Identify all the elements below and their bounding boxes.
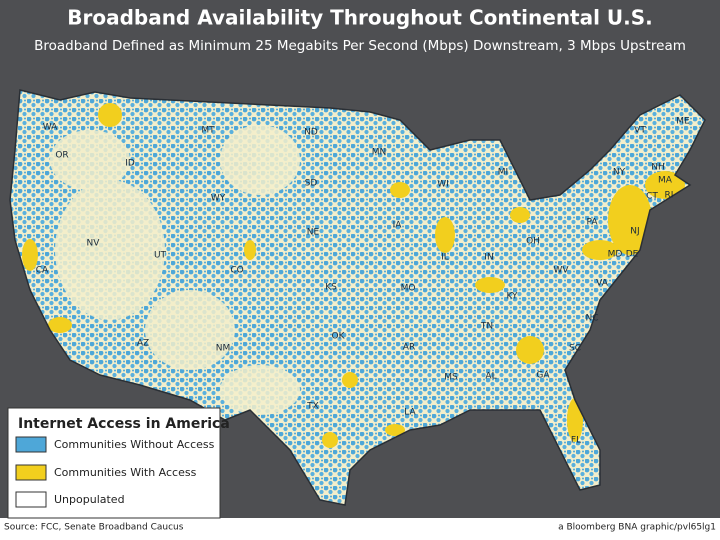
state-label: IL (441, 253, 449, 263)
state-label: MA (658, 176, 673, 186)
state-label: AR (403, 343, 415, 353)
state-label: IA (393, 221, 403, 231)
legend-swatch (15, 491, 47, 508)
state-label: OR (55, 151, 68, 161)
legend-label: Communities Without Access (54, 438, 215, 451)
state-label: AL (485, 372, 496, 382)
state-label: SD (305, 179, 318, 189)
state-label: NJ (630, 227, 639, 237)
legend-label: Communities With Access (54, 466, 197, 479)
state-label: ME (676, 117, 690, 127)
state-label: MI (498, 168, 508, 178)
state-label: UT (154, 251, 167, 261)
state-label: KY (506, 292, 518, 302)
state-label: MN (372, 148, 387, 158)
state-label: CT (646, 192, 658, 202)
state-label: MO (401, 284, 416, 294)
legend: Internet Access in America Communities W… (7, 407, 230, 519)
subtitle: Broadband Defined as Minimum 25 Megabits… (34, 38, 686, 54)
state-label: OK (332, 332, 346, 342)
state-label: DE (626, 250, 639, 260)
unpopulated-areas (50, 125, 300, 415)
legend-title: Internet Access in America (18, 416, 230, 432)
state-label: AZ (137, 339, 149, 349)
state-label: NY (613, 168, 626, 178)
source: Source: FCC, Senate Broadband Caucus (4, 523, 184, 533)
state-label: WI (437, 180, 449, 190)
state-label: LA (404, 408, 416, 418)
state-label: WY (211, 194, 226, 204)
state-label: NE (307, 228, 320, 238)
state-label: CA (36, 266, 49, 276)
state-label: FL (571, 436, 581, 446)
state-label: ID (125, 159, 135, 169)
credit: a Bloomberg BNA graphic/pvl65lg1 (558, 523, 716, 533)
state-label: MT (201, 126, 215, 136)
state-label: NM (216, 344, 231, 354)
state-label: NV (87, 239, 101, 249)
state-label: WA (43, 123, 58, 133)
state-label: WV (553, 266, 569, 276)
state-labels: WA OR ID MT WY NV UT CA AZ CO NM ND SD NE KS OK TX MN IA MO… (36, 117, 690, 446)
state-label: TX (306, 402, 319, 412)
state-label: SC (569, 344, 581, 354)
state-label: GA (536, 371, 550, 381)
state-label: NH (651, 163, 665, 173)
state-label: OH (526, 237, 540, 247)
legend-swatch (15, 436, 47, 453)
state-label: KS (325, 283, 337, 293)
state-label: MD (608, 250, 623, 260)
legend-label: Unpopulated (54, 493, 125, 506)
access-areas (22, 103, 685, 448)
state-label: VT (634, 126, 646, 136)
state-label: NC (585, 314, 598, 324)
state-label: PA (586, 218, 598, 228)
legend-swatch (15, 464, 47, 481)
state-label: TN (480, 322, 493, 332)
state-label: VA (596, 279, 609, 289)
state-label: MS (444, 373, 458, 383)
title: Broadband Availability Throughout Contin… (67, 6, 653, 30)
state-label: IN (484, 253, 493, 263)
state-label: CO (230, 266, 243, 276)
state-label: ND (304, 128, 318, 138)
state-label: RI (665, 191, 674, 201)
footer-band (0, 518, 720, 536)
